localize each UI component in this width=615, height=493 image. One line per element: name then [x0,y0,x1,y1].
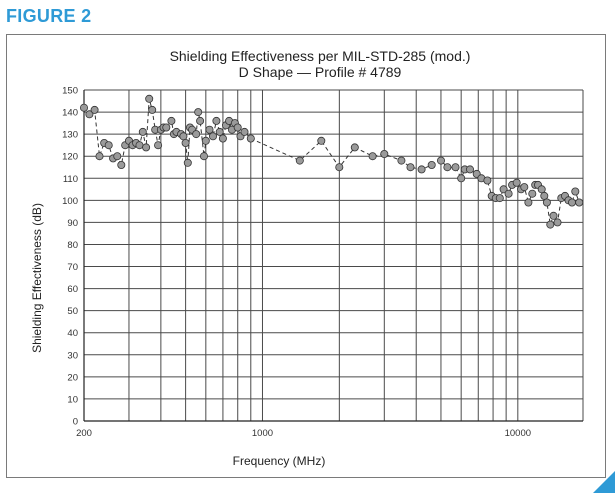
data-point [95,152,104,161]
data-point [80,103,89,112]
y-tick-label: 150 [62,86,78,97]
data-point [233,123,242,132]
y-tick-label: 140 [62,108,78,119]
data-point [546,220,555,229]
data-point [380,150,389,159]
data-point [540,191,549,200]
y-axis-label: Shielding Effectiveness (dB) [30,203,44,353]
data-point [162,123,171,132]
y-tick-label: 50 [67,306,78,317]
chart-svg: Shielding Effectiveness per MIL-STD-285 … [30,48,584,468]
data-point [465,165,474,174]
data-point [451,163,460,172]
data-point [542,198,551,207]
y-tick-label: 110 [63,174,78,185]
data-point [397,156,406,165]
y-tick-label: 80 [67,240,78,251]
data-point [443,163,452,172]
data-point [145,94,154,103]
data-point [571,187,580,196]
x-tick-label: 200 [76,428,92,439]
tick-labels: 0 10 20 30 40 50 60 70 80 90 100 110 120 130 140 150 200… [62,86,531,440]
y-tick-label: 130 [62,130,78,141]
chart-title: Shielding Effectiveness per MIL-STD-285 … [170,48,471,64]
chart-panel: Shielding Effectiveness per MIL-STD-285 … [6,34,606,478]
data-point [192,130,201,139]
data-point [201,136,210,145]
data-point [568,198,577,207]
y-tick-label: 10 [67,394,78,405]
data-point [167,116,176,125]
y-tick-label: 0 [73,417,78,428]
data-point [90,105,99,114]
data-point [549,211,558,220]
data-point [117,161,126,170]
figure-label: FIGURE 2 [6,6,92,26]
x-axis-label: Frequency (MHz) [233,454,326,468]
page-corner-decoration [593,471,615,493]
data-point [575,198,584,207]
data-point [212,116,221,125]
series-line [83,98,580,225]
data-point [240,127,249,136]
y-tick-label: 90 [67,218,78,229]
data-point [208,132,217,141]
data-point [499,185,508,194]
data-point [295,156,304,165]
chart-subtitle: D Shape — Profile # 4789 [239,64,402,80]
y-tick-label: 30 [67,350,78,361]
data-point [218,134,227,143]
data-point [483,176,492,185]
data-point [138,127,147,136]
data-point [553,218,562,227]
data-point [199,152,208,161]
data-point [85,110,94,119]
data-point [524,198,533,207]
data-point [457,174,466,183]
data-point [317,136,326,145]
data-point [406,163,415,172]
data-point [368,152,377,161]
grid-lines [83,89,584,422]
data-point [512,178,521,187]
data-point [537,185,546,194]
y-tick-label: 60 [67,284,78,295]
axes [83,90,583,422]
data-series [80,94,584,229]
corner-triangle [593,471,615,493]
data-point [436,156,445,165]
data-point [350,143,359,152]
data-point [194,108,203,117]
data-point [196,116,205,125]
data-point [427,161,436,170]
x-tick-label: 1000 [252,428,273,439]
data-point [528,189,537,198]
y-tick-label: 20 [67,372,78,383]
data-point [179,132,188,141]
x-tick-label: 10000 [505,428,531,439]
y-tick-label: 100 [62,196,78,207]
y-tick-label: 40 [67,328,78,339]
data-point [504,189,513,198]
data-point [183,158,192,167]
data-point [113,152,122,161]
data-point [181,139,190,148]
y-tick-label: 70 [67,262,78,273]
data-point [215,127,224,136]
data-point [417,165,426,174]
y-tick-label: 120 [62,152,78,163]
data-point [104,141,113,150]
data-point [135,141,144,150]
data-point [148,105,157,114]
data-point [205,125,214,134]
data-point [335,163,344,172]
data-point [142,143,151,152]
data-point [246,134,255,143]
data-point [495,194,504,203]
data-point [520,183,529,192]
data-point [154,141,163,150]
